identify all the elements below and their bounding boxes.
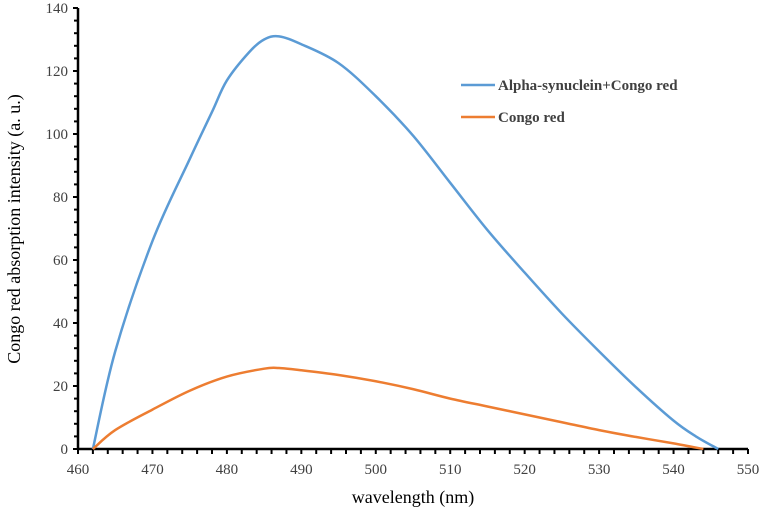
series-alpha-synuclein-congo-red-line <box>91 34 719 451</box>
y-axis: 0 20 40 60 80 100 120 140 <box>46 1 80 458</box>
y-tick-label: 0 <box>61 442 69 458</box>
x-tick-label: 490 <box>290 462 313 478</box>
x-tick-label: 530 <box>588 462 611 478</box>
y-tick-label: 80 <box>53 190 68 206</box>
legend-item-alpha-synuclein: Alpha-synuclein+Congo red <box>461 78 678 94</box>
x-tick-label: 520 <box>513 462 536 478</box>
x-tick-label: 470 <box>141 462 164 478</box>
legend-label: Congo red <box>498 110 565 126</box>
y-tick-label: 120 <box>46 64 69 80</box>
x-axis: 460 470 480 490 500 510 520 530 540 550 <box>67 447 760 478</box>
x-tick-label: 540 <box>662 462 685 478</box>
legend-label: Alpha-synuclein+Congo red <box>498 78 678 94</box>
y-tick-label: 140 <box>46 1 69 17</box>
y-tick-label: 60 <box>53 253 68 269</box>
y-tick-label: 20 <box>53 379 68 395</box>
x-tick-label: 460 <box>67 462 90 478</box>
y-tick-label: 100 <box>46 127 69 143</box>
x-tick-label: 550 <box>737 462 760 478</box>
x-tick-label: 510 <box>439 462 462 478</box>
y-tick-label: 40 <box>53 316 68 332</box>
legend-item-congo-red: Congo red <box>461 110 565 126</box>
x-tick-label: 500 <box>365 462 388 478</box>
legend: Alpha-synuclein+Congo red Congo red <box>461 78 678 126</box>
x-tick-label: 480 <box>216 462 239 478</box>
y-axis-title: Congo red absorption intensity (a. u.) <box>4 94 25 363</box>
series-congo-red-line <box>92 366 704 451</box>
plot-area <box>91 34 719 451</box>
x-axis-title: wavelength (nm) <box>352 487 474 508</box>
